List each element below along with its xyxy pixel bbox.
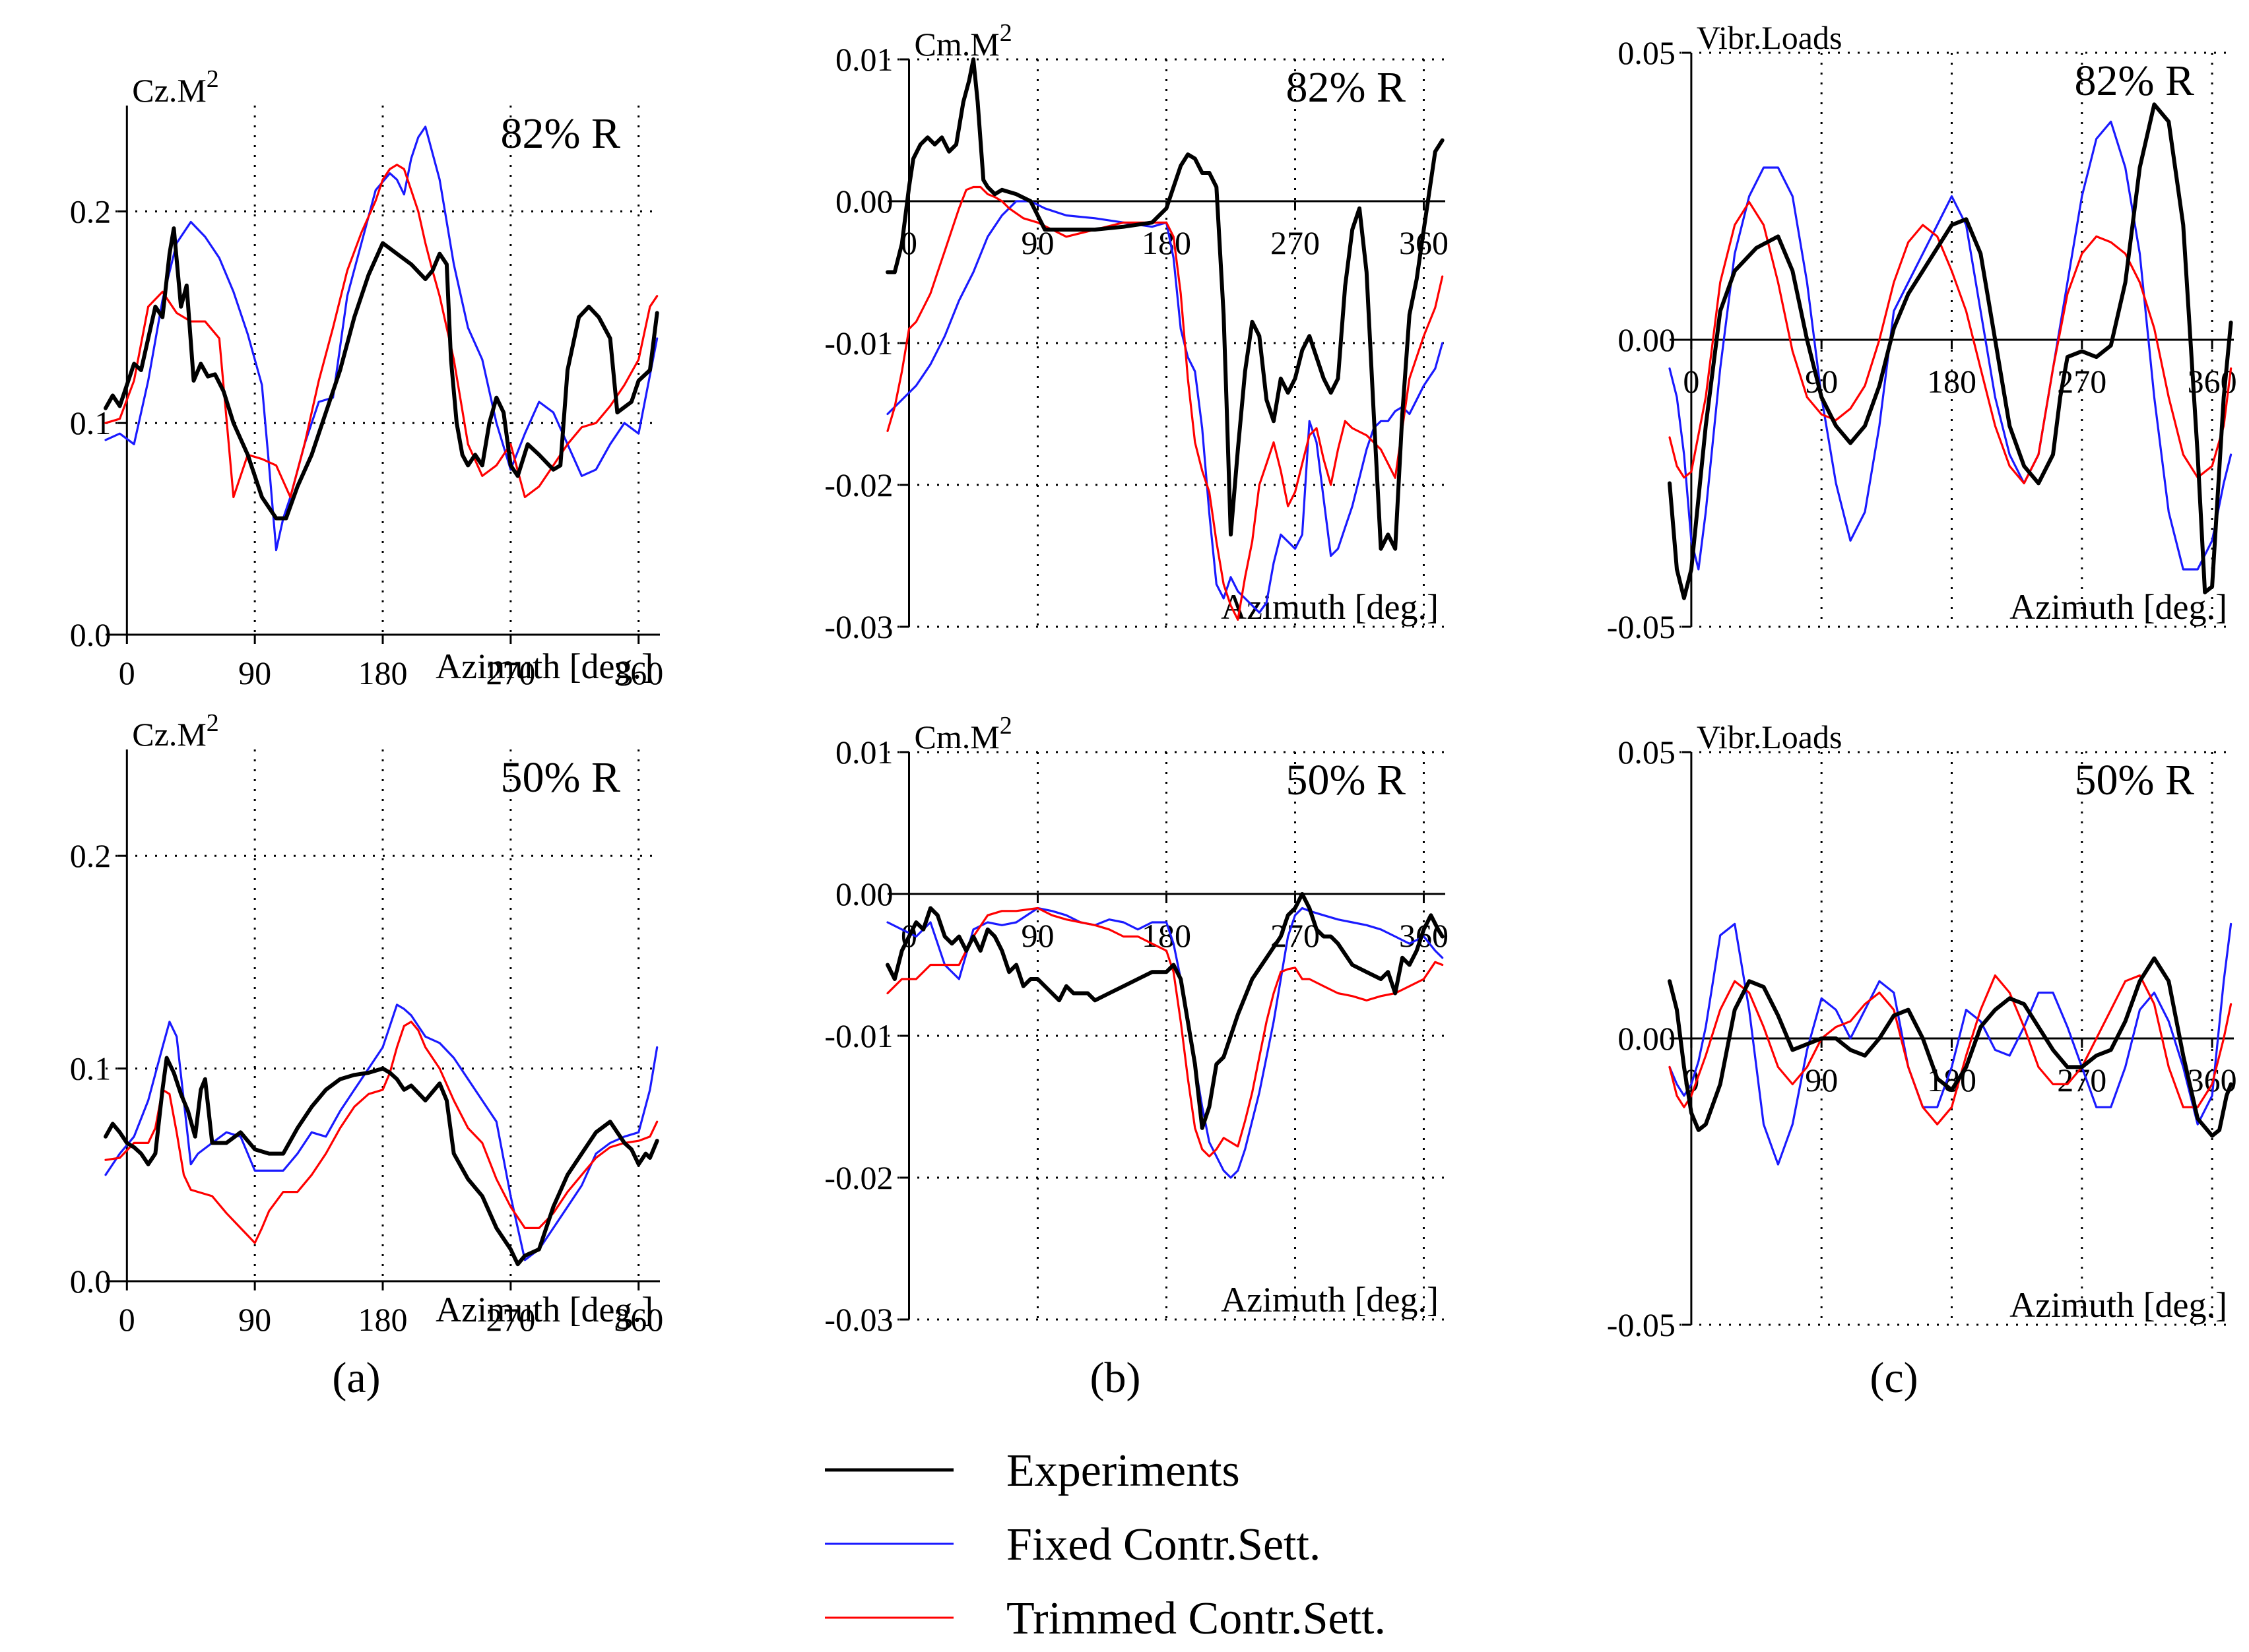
y-tick-label: -0.03 [824,608,893,645]
y-quantity-label: Cz.M2 [132,709,218,753]
y-tick-label: 0.0 [70,616,112,653]
series-fixed-contr-sett [886,200,1444,614]
legend-label-experiments: Experiments [1006,1446,1240,1496]
y-quantity-label: Vibr.Loads [1697,718,1842,755]
y-tick-label: 0.0 [70,1263,112,1300]
series-fixed-contr-sett [104,1003,659,1261]
series-experiments [886,892,1445,1130]
x-axis-title: Azimuth [deg.] [1221,1280,1439,1319]
y-tick-label: -0.02 [824,466,893,503]
x-tick-label: 180 [1142,224,1191,261]
x-tick-label: 270 [1270,224,1320,261]
y-tick-label: 0.1 [70,404,112,441]
series-experiments [104,226,659,521]
y-tick-label: 0.00 [1617,1020,1676,1057]
y-quantity-label: Cm.M2 [915,712,1012,755]
chart-cm-50: -0.03-0.02-0.010.000.010 90 180 270 360Cm.M2… [824,712,1449,1338]
station-label: 50% R [501,753,621,802]
series-fixed-contr-sett [1668,922,2233,1166]
y-tick-label: 0.00 [1617,321,1676,358]
station-label: 82% R [501,110,621,158]
y-tick-label: 0.05 [1617,34,1676,71]
y-tick-label: -0.01 [824,325,893,362]
y-tick-label: -0.03 [824,1301,893,1338]
series-experiments [1668,102,2233,600]
x-tick-label: 0 [1683,363,1699,400]
y-tick-label: 0.01 [835,734,894,771]
chart-cz-50: 0.0 0.1 0.2 0 90 180 270 360 Cz.M2 50% R Azimuth [… [70,709,663,1338]
y-tick-label: -0.05 [1607,608,1676,645]
x-tick-label: 360 [614,1301,663,1338]
x-tick-label: 90 [1805,1062,1838,1098]
series-trimmed-contr-sett [886,185,1444,621]
x-tick-label: 90 [1022,917,1055,954]
x-tick-label: 180 [1927,363,1976,400]
series-trimmed-contr-sett [1668,201,2233,485]
x-tick-label: 180 [358,654,408,691]
y-tick-label: 0.2 [70,193,112,230]
station-label: 82% R [1286,63,1406,111]
panel-label-a: (a) [332,1354,380,1402]
x-tick-label: 90 [238,1301,271,1338]
series-experiments [886,57,1445,551]
y-tick-label: -0.05 [1607,1306,1676,1343]
y-tick-label: -0.01 [824,1017,893,1054]
station-label: 50% R [2075,756,2195,804]
station-label: 82% R [2075,57,2195,105]
x-tick-label: 90 [238,654,271,691]
series-fixed-contr-sett [886,906,1444,1179]
series-fixed-contr-sett [1668,120,2233,571]
x-tick-label: 180 [358,1301,408,1338]
x-axis-title: Azimuth [deg.] [1221,587,1439,627]
y-tick-label: -0.02 [824,1159,893,1196]
legend-label-trimmed: Trimmed Contr.Sett. [1006,1593,1386,1644]
y-quantity-label: Cz.M2 [132,65,218,109]
x-tick-label: 270 [486,654,535,691]
series-experiments [104,1056,659,1267]
panel-label-c: (c) [1870,1354,1918,1402]
series-experiments [1668,956,2233,1138]
chart-cz-82: 0.0 0.1 0.2 0 90 180 270 360 Cz.M2 82% R Azimuth [… [70,65,663,691]
y-tick-label: 0.01 [835,41,894,78]
x-axis-title: Azimuth [deg.] [436,1290,653,1329]
x-tick-label: 0 [119,1301,135,1338]
x-axis-title: Azimuth [deg.] [2009,1285,2227,1325]
chart-cm-82: -0.03-0.02-0.010.000.010 90 180 270 360Cm.M2… [824,19,1449,645]
y-quantity-label: Cm.M2 [915,19,1012,63]
series-trimmed-contr-sett [886,906,1444,1158]
y-tick-label: 0.05 [1617,734,1676,771]
x-axis-title: Azimuth [deg.] [2009,587,2227,627]
chart-panels: 0.0 0.1 0.2 0 90 180 270 360 Cz.M2 82% R Azimuth [… [70,19,2237,1343]
x-tick-label: 0 [119,654,135,691]
x-tick-label: 360 [614,654,663,691]
legend: Experiments Fixed Contr.Sett. Trimmed Co… [825,1446,1386,1644]
legend-label-fixed: Fixed Contr.Sett. [1006,1519,1320,1570]
y-quantity-label: Vibr.Loads [1697,19,1842,56]
x-axis-title: Azimuth [deg.] [436,647,653,686]
series-trimmed-contr-sett [104,1021,659,1244]
y-tick-label: 0.00 [835,183,894,220]
panel-label-b: (b) [1090,1354,1141,1402]
x-tick-label: 270 [486,1301,535,1338]
x-tick-label: 270 [1270,917,1320,954]
y-tick-label: 0.2 [70,837,112,874]
y-tick-label: 0.1 [70,1050,112,1087]
y-tick-label: 0.00 [835,875,894,912]
station-label: 50% R [1286,756,1406,804]
